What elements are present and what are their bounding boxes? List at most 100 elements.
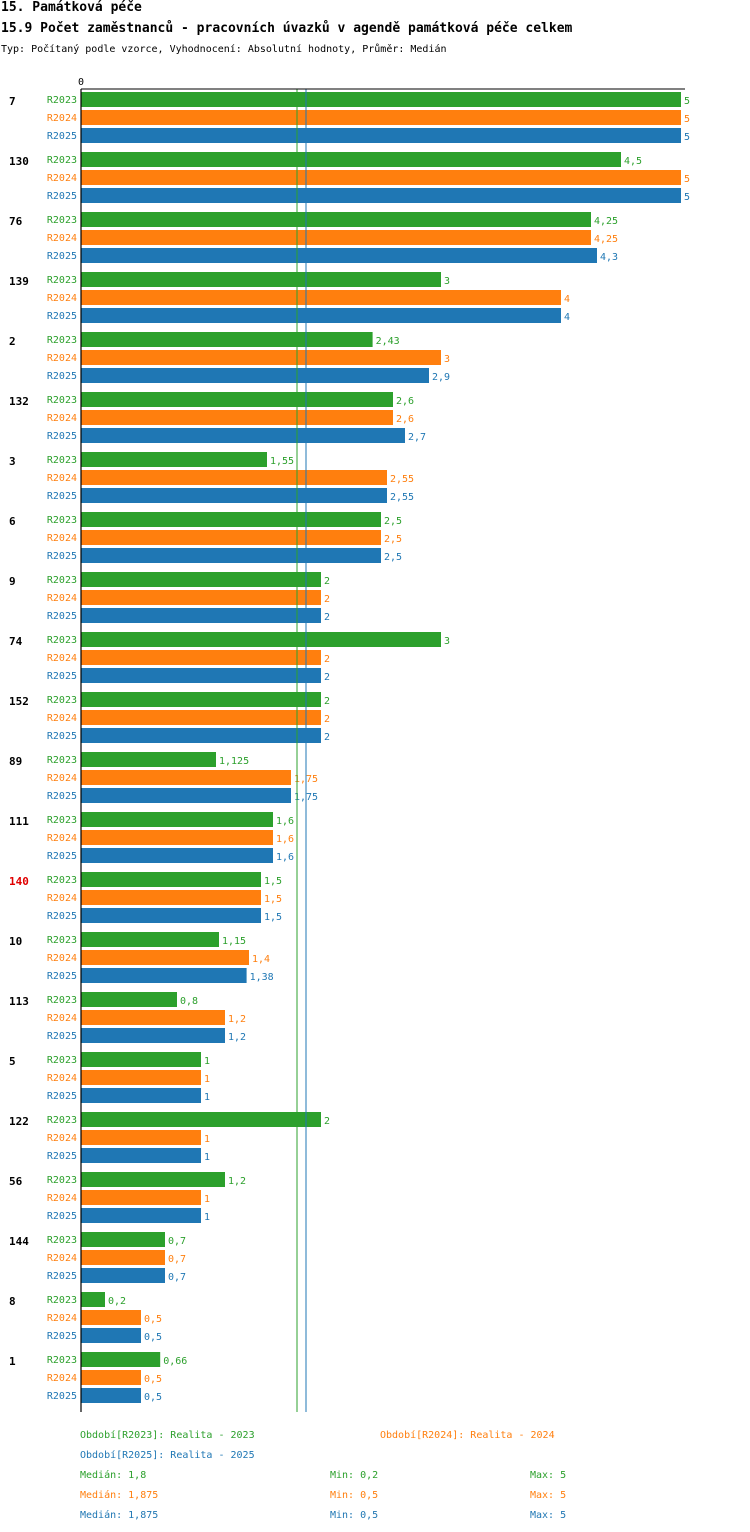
series-label: R2024: [47, 233, 77, 244]
value-label: 4,25: [594, 234, 618, 245]
category-label: 113: [9, 995, 29, 1008]
series-label: R2025: [47, 491, 77, 502]
bar: [81, 950, 249, 965]
bar: [81, 1190, 201, 1205]
bar: [81, 1130, 201, 1145]
series-label: R2025: [47, 971, 77, 982]
bar: [81, 788, 291, 803]
category-label: 5: [9, 1055, 16, 1068]
bar: [81, 368, 429, 383]
series-label: R2025: [47, 791, 77, 802]
bar: [81, 632, 441, 647]
bar: [81, 1010, 225, 1025]
series-label: R2023: [47, 1055, 77, 1066]
category-label: 2: [9, 335, 16, 348]
series-label: R2023: [47, 395, 77, 406]
stat-min: Min: 0,2: [330, 1470, 378, 1481]
value-label: 2: [324, 594, 330, 605]
value-label: 2: [324, 672, 330, 683]
bar: [81, 170, 681, 185]
value-label: 2,55: [390, 474, 414, 485]
value-label: 0,5: [144, 1374, 162, 1385]
stat-max: Max: 5: [530, 1490, 566, 1501]
value-label: 1,38: [250, 972, 274, 983]
stat-median: Medián: 1,875: [80, 1489, 158, 1501]
value-label: 2,55: [390, 492, 414, 503]
bar: [81, 1172, 225, 1187]
value-label: 5: [684, 192, 690, 203]
value-label: 2: [324, 612, 330, 623]
series-label: R2023: [47, 95, 77, 106]
series-label: R2024: [47, 1073, 77, 1084]
axis-zero-label: 0: [78, 77, 84, 88]
stat-median: Medián: 1,875: [80, 1509, 158, 1521]
value-label: 5: [684, 132, 690, 143]
series-label: R2024: [47, 1373, 77, 1384]
bar: [81, 272, 441, 287]
bar: [81, 92, 681, 107]
value-label: 2: [324, 732, 330, 743]
series-label: R2025: [47, 731, 77, 742]
series-label: R2025: [47, 851, 77, 862]
series-label: R2023: [47, 695, 77, 706]
series-label: R2024: [47, 293, 77, 304]
value-label: 2: [324, 1116, 330, 1127]
value-label: 1,55: [270, 456, 294, 467]
category-label: 144: [9, 1235, 29, 1248]
series-label: R2025: [47, 431, 77, 442]
bar: [81, 1268, 165, 1283]
page-title: 15. Památková péče: [1, 0, 142, 15]
bar: [81, 1250, 165, 1265]
bar: [81, 812, 273, 827]
series-label: R2025: [47, 1091, 77, 1102]
bar: [81, 1088, 201, 1103]
bar: [81, 1310, 141, 1325]
series-label: R2024: [47, 1133, 77, 1144]
bar: [81, 770, 291, 785]
series-label: R2025: [47, 311, 77, 322]
value-label: 0,7: [168, 1236, 186, 1247]
bar: [81, 908, 261, 923]
category-label: 122: [9, 1115, 29, 1128]
series-label: R2025: [47, 1331, 77, 1342]
series-label: R2025: [47, 551, 77, 562]
value-label: 1: [204, 1152, 210, 1163]
series-label: R2024: [47, 593, 77, 604]
series-label: R2023: [47, 1295, 77, 1306]
series-label: R2023: [47, 1355, 77, 1366]
bar: [81, 872, 261, 887]
value-label: 1: [204, 1194, 210, 1205]
bar: [81, 1328, 141, 1343]
value-label: 3: [444, 354, 450, 365]
series-label: R2023: [47, 995, 77, 1006]
category-label: 140: [9, 875, 29, 888]
series-label: R2024: [47, 413, 77, 424]
series-label: R2024: [47, 473, 77, 484]
series-label: R2025: [47, 611, 77, 622]
value-label: 5: [684, 114, 690, 125]
bar: [81, 1352, 161, 1367]
bar: [81, 1112, 321, 1127]
bar: [81, 710, 321, 725]
series-label: R2023: [47, 515, 77, 526]
value-label: 2,5: [384, 516, 402, 527]
series-label: R2024: [47, 773, 77, 784]
series-label: R2023: [47, 755, 77, 766]
value-label: 1,5: [264, 894, 282, 905]
bar: [81, 428, 405, 443]
bar: [81, 692, 321, 707]
series-label: R2023: [47, 875, 77, 886]
category-label: 74: [9, 635, 23, 648]
stat-min: Min: 0,5: [330, 1490, 378, 1501]
series-label: R2023: [47, 635, 77, 646]
series-label: R2024: [47, 533, 77, 544]
value-label: 4: [564, 312, 570, 323]
category-label: 130: [9, 155, 29, 168]
bar: [81, 590, 321, 605]
category-label: 8: [9, 1295, 16, 1308]
series-label: R2023: [47, 215, 77, 226]
category-label: 3: [9, 455, 16, 468]
value-label: 1,6: [276, 852, 294, 863]
category-label: 132: [9, 395, 29, 408]
